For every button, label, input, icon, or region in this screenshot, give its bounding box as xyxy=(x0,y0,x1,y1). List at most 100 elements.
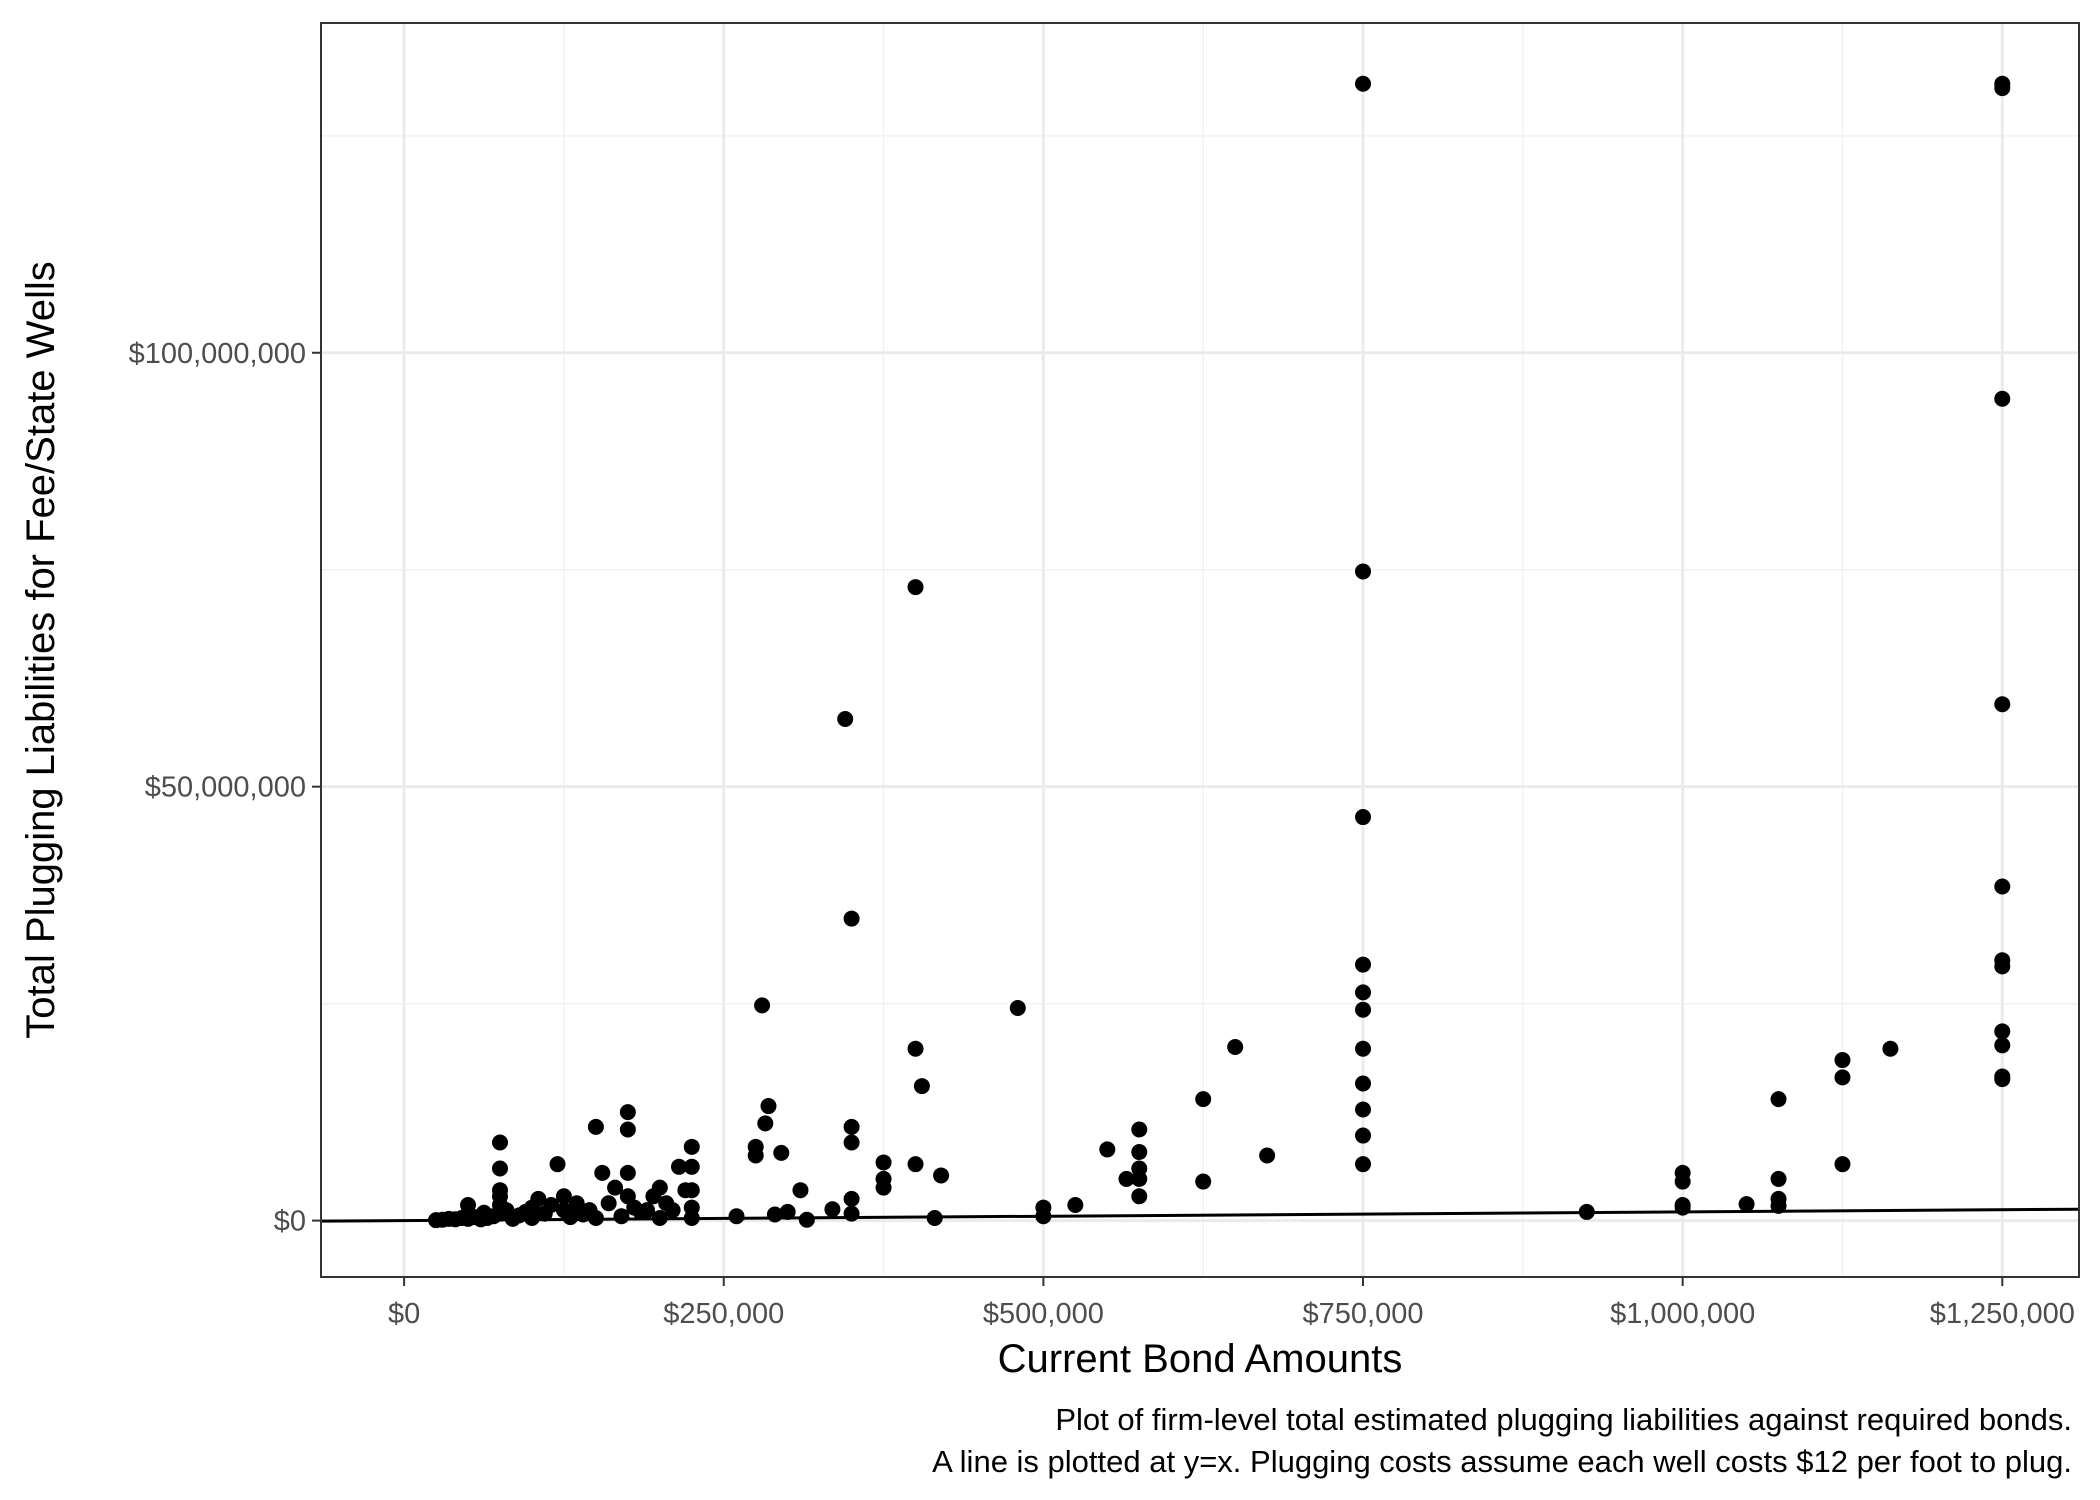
data-point xyxy=(549,1156,566,1173)
data-point xyxy=(600,1195,617,1212)
data-point xyxy=(1195,1091,1212,1108)
x-tick-label: $1,250,000 xyxy=(1930,1298,2075,1330)
data-point xyxy=(933,1167,950,1184)
data-point xyxy=(587,1209,604,1226)
data-point xyxy=(1355,1040,1372,1057)
data-point xyxy=(1994,958,2011,975)
data-point xyxy=(1770,1170,1787,1187)
data-point xyxy=(1259,1147,1276,1164)
data-point xyxy=(530,1190,547,1207)
data-point xyxy=(491,1160,508,1177)
data-point xyxy=(1009,999,1026,1016)
data-point xyxy=(1355,1101,1372,1118)
data-point xyxy=(1355,1075,1372,1092)
data-point xyxy=(875,1179,892,1196)
y-tick-label: $0 xyxy=(274,1206,306,1238)
data-point xyxy=(1355,1001,1372,1018)
data-point xyxy=(1131,1188,1148,1205)
data-point xyxy=(843,1134,860,1151)
data-point xyxy=(1355,563,1372,580)
major-gridlines xyxy=(321,23,2079,1277)
data-point xyxy=(907,1156,924,1173)
y-axis-ticks: $0 $50,000,000 $100,000,000 xyxy=(129,338,321,1238)
data-point xyxy=(1994,80,2011,97)
panel-border xyxy=(320,22,2080,1278)
data-point xyxy=(760,1098,777,1115)
data-point xyxy=(1834,1069,1851,1086)
data-point xyxy=(1099,1141,1116,1158)
data-point xyxy=(1355,1127,1372,1144)
data-point xyxy=(1355,984,1372,1001)
data-point xyxy=(1195,1173,1212,1190)
y-tick-label: $50,000,000 xyxy=(145,772,306,804)
data-point xyxy=(670,1158,687,1175)
data-point xyxy=(1355,75,1372,92)
data-point xyxy=(1770,1091,1787,1108)
data-point xyxy=(1035,1208,1052,1225)
data-point xyxy=(664,1202,681,1219)
data-point xyxy=(1994,878,2011,895)
data-point xyxy=(651,1209,668,1226)
plot-panel xyxy=(321,23,2079,1277)
data-point xyxy=(491,1134,508,1151)
data-point xyxy=(1227,1039,1244,1056)
data-point xyxy=(907,579,924,596)
data-point xyxy=(1738,1196,1755,1213)
data-point xyxy=(543,1196,560,1213)
data-point xyxy=(754,997,771,1014)
x-tick-label: $0 xyxy=(388,1298,420,1330)
x-tick-label: $1,000,000 xyxy=(1610,1298,1755,1330)
data-point xyxy=(594,1164,611,1181)
data-point xyxy=(587,1118,604,1135)
data-point xyxy=(843,1190,860,1207)
data-point xyxy=(728,1208,745,1225)
data-point xyxy=(843,1118,860,1135)
minor-gridlines xyxy=(321,23,2079,1277)
caption-line-2: A line is plotted at y=x. Plugging costs… xyxy=(932,1444,2072,1479)
data-point xyxy=(651,1179,668,1196)
data-point xyxy=(1994,1071,2011,1088)
data-point xyxy=(875,1154,892,1171)
x-axis-title: Current Bond Amounts xyxy=(998,1337,1403,1381)
x-tick-label: $250,000 xyxy=(663,1298,784,1330)
data-point xyxy=(1770,1197,1787,1214)
data-point xyxy=(843,1205,860,1222)
x-tick-label: $750,000 xyxy=(1303,1298,1424,1330)
reference-line-y-equals-x xyxy=(320,1207,2080,1223)
reference-line-group xyxy=(320,1207,2080,1223)
data-point xyxy=(843,910,860,927)
data-point xyxy=(747,1147,764,1164)
data-point xyxy=(1578,1203,1595,1220)
data-point xyxy=(683,1158,700,1175)
data-point xyxy=(1118,1170,1135,1187)
data-point xyxy=(683,1138,700,1155)
data-point xyxy=(926,1209,943,1226)
data-point xyxy=(683,1209,700,1226)
y-tick-label: $100,000,000 xyxy=(129,338,306,370)
data-point xyxy=(1355,809,1372,826)
data-point xyxy=(773,1144,790,1161)
y-axis-title: Total Plugging Liabilities for Fee/State… xyxy=(19,261,63,1038)
data-point xyxy=(1067,1196,1084,1213)
data-point xyxy=(798,1211,815,1228)
data-point xyxy=(1834,1156,1851,1173)
data-point xyxy=(824,1201,841,1218)
data-point xyxy=(1674,1199,1691,1216)
data-point xyxy=(913,1078,930,1095)
data-point xyxy=(639,1202,656,1219)
data-point xyxy=(1994,1023,2011,1040)
data-point xyxy=(1994,696,2011,713)
data-point xyxy=(1674,1173,1691,1190)
data-point xyxy=(1131,1170,1148,1187)
data-point xyxy=(1131,1144,1148,1161)
data-point xyxy=(607,1179,624,1196)
data-point xyxy=(779,1203,796,1220)
data-point xyxy=(1994,1037,2011,1054)
data-point xyxy=(613,1208,630,1225)
data-point xyxy=(792,1182,809,1199)
data-point xyxy=(619,1164,636,1181)
data-point xyxy=(766,1206,783,1223)
data-point xyxy=(1355,1156,1372,1173)
data-point xyxy=(1131,1121,1148,1138)
